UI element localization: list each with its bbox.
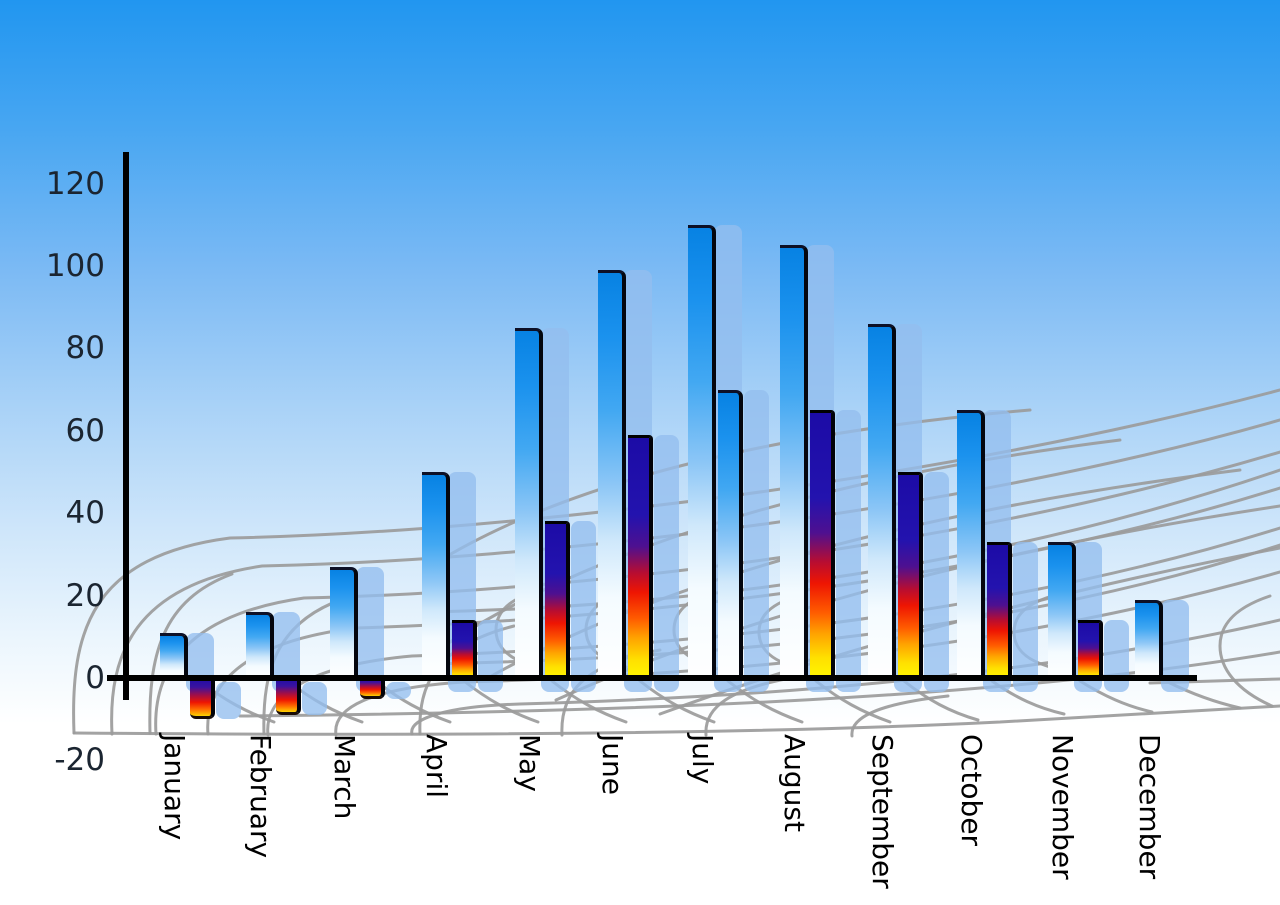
x-axis-label-june: June	[596, 734, 629, 795]
bar-july-secondary	[718, 390, 743, 679]
x-axis-label-january: January	[158, 734, 191, 841]
bar-january-secondary-shadow	[216, 682, 241, 719]
y-axis-tick-40: 40	[65, 495, 105, 531]
x-axis-label-april: April	[420, 734, 453, 798]
bar-march-secondary-shadow	[386, 682, 411, 699]
y-axis-tick-60: 60	[65, 413, 105, 449]
bar-september-secondary	[898, 472, 923, 679]
bar-october-secondary	[987, 542, 1012, 679]
bar-september-secondary-shadow	[924, 472, 949, 692]
x-axis-label-august: August	[778, 734, 811, 832]
bar-december-primary	[1135, 600, 1163, 679]
y-axis-tick-120: 120	[45, 166, 105, 202]
x-axis-label-february: February	[244, 734, 277, 859]
bar-august-secondary-shadow	[836, 410, 861, 692]
x-axis-label-november: November	[1046, 734, 1079, 880]
y-axis-line	[123, 152, 129, 700]
bar-june-secondary	[628, 435, 653, 679]
x-axis-line	[107, 675, 1197, 681]
bar-may-secondary-shadow	[571, 521, 596, 692]
bar-january-secondary	[190, 678, 215, 719]
bar-may-secondary	[545, 521, 570, 679]
y-axis-tick-80: 80	[65, 330, 105, 366]
bar-june-secondary-shadow	[654, 435, 679, 692]
bar-august-primary	[780, 245, 808, 679]
bar-june-primary	[598, 270, 626, 679]
x-axis-label-may: May	[513, 734, 546, 792]
bar-august-secondary	[810, 410, 835, 679]
bar-november-primary	[1048, 542, 1076, 679]
y-axis-tick-20: 20	[65, 578, 105, 614]
bar-january-primary	[160, 633, 188, 679]
x-axis-label-july: July	[686, 734, 719, 785]
x-axis-label-september: September	[866, 734, 899, 889]
bar-october-primary	[957, 410, 985, 679]
bar-april-primary	[422, 472, 450, 679]
bar-july-secondary-shadow	[744, 390, 769, 692]
bar-march-primary	[330, 567, 358, 679]
bar-march-primary-shadow	[356, 567, 384, 692]
bar-february-primary	[246, 612, 274, 679]
bar-february-secondary	[276, 678, 301, 715]
bar-september-primary	[868, 324, 896, 679]
x-axis-label-march: March	[328, 734, 361, 820]
y-axis-tick-0: 0	[85, 660, 105, 696]
y-axis-tick-100: 100	[45, 248, 105, 284]
x-axis-label-october: October	[955, 734, 988, 847]
bar-february-secondary-shadow	[302, 682, 327, 715]
y-axis-tick--20: -20	[54, 742, 105, 778]
x-axis-label-december: December	[1133, 734, 1166, 880]
bar-april-secondary	[452, 620, 477, 679]
bar-october-secondary-shadow	[1013, 542, 1038, 692]
bar-may-primary	[515, 328, 543, 679]
bar-november-secondary	[1078, 620, 1103, 679]
bar-july-primary	[688, 225, 716, 679]
bar-march-secondary	[360, 678, 385, 699]
